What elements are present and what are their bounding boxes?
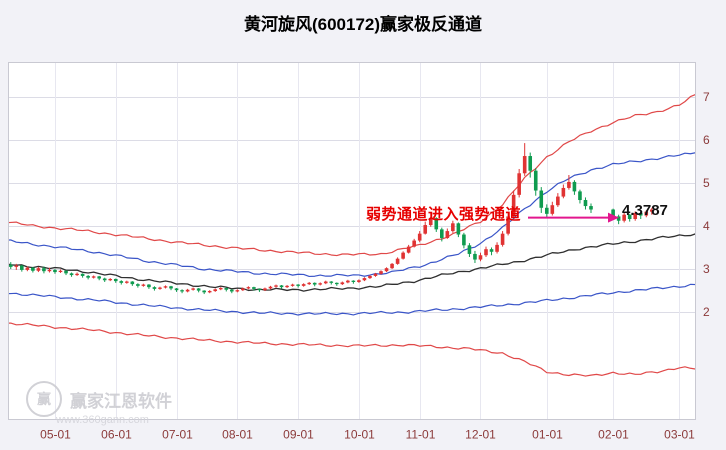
watermark-brand: 赢家江恩软件 [70, 391, 172, 411]
watermark: 赢 赢家江恩软件 www.360gann.com [26, 381, 172, 426]
watermark-url: www.360gann.com [56, 414, 149, 426]
channel-annotation-text: 弱势通道进入强势通道 [366, 206, 522, 223]
price-callout: 4.3787 [622, 202, 668, 219]
watermark-logo-char: 赢 [37, 391, 51, 407]
watermark-logo-icon: 赢 [26, 381, 62, 417]
chart-title: 黄河旋风(600172)赢家极反通道 [243, 15, 483, 34]
